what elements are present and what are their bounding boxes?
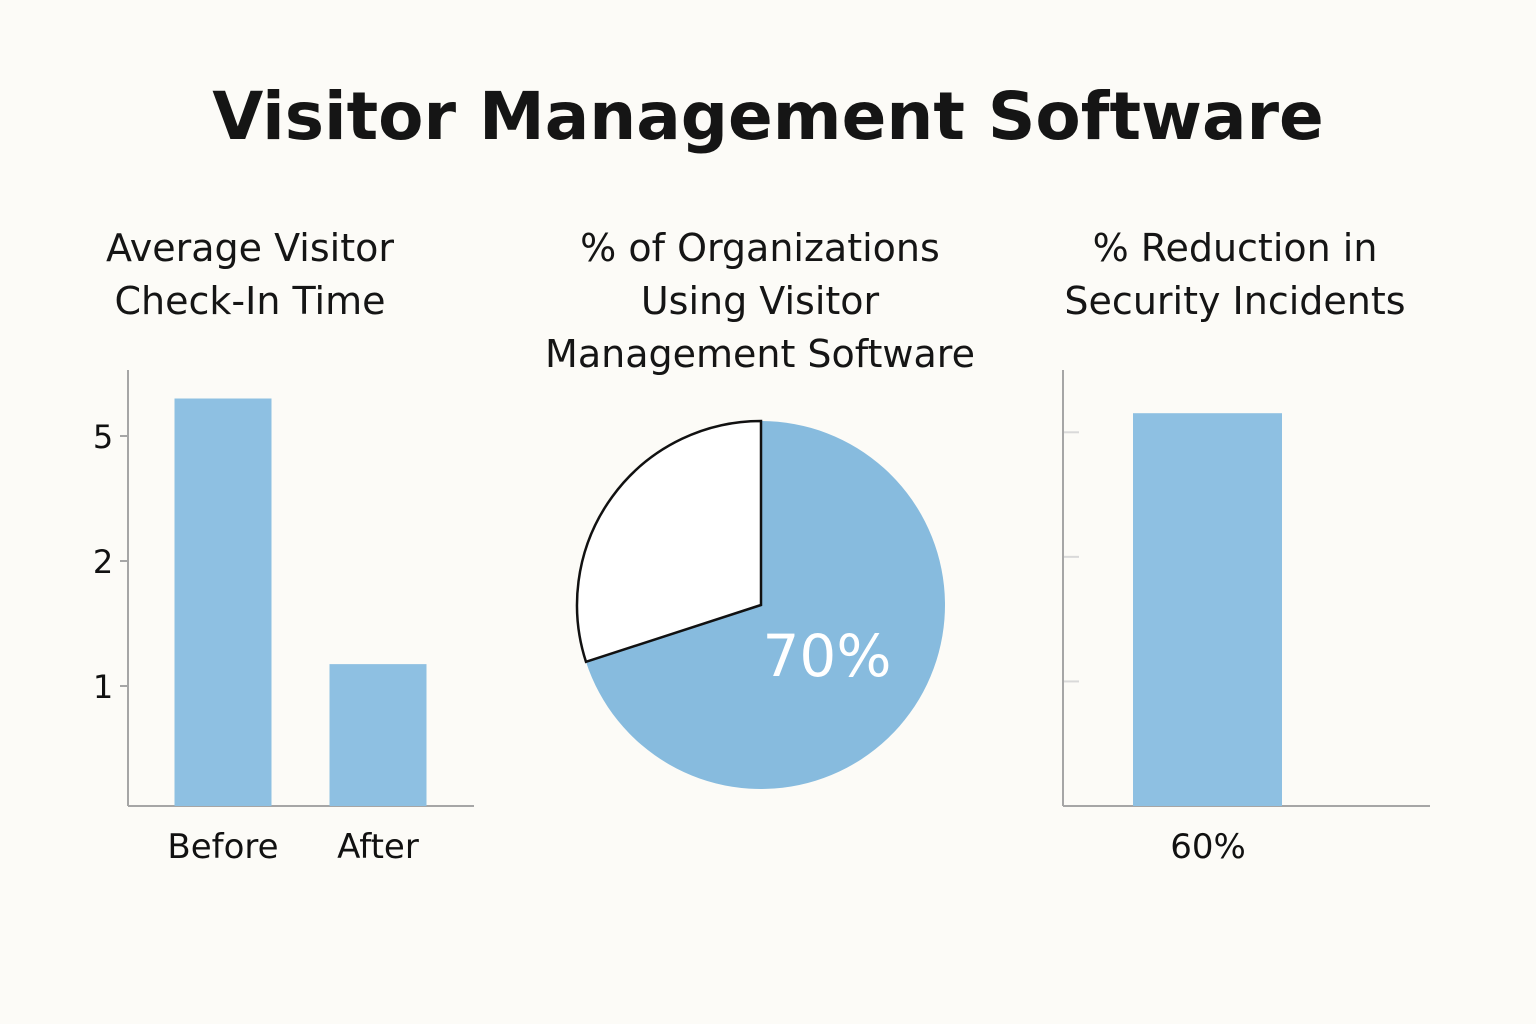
bar-before <box>174 398 272 806</box>
checkin-chart-title-line: Check-In Time <box>114 279 386 323</box>
checkin-chart-title: Average Visitor Check-In Time <box>40 222 460 328</box>
bar-reduction <box>1133 413 1282 806</box>
y-tick-label: 5 <box>93 418 113 456</box>
x-tick-label: After <box>337 827 419 867</box>
pie-slice-using <box>586 421 945 789</box>
page-title: Visitor Management Software <box>212 78 1324 155</box>
pie-slice-not-using <box>575 419 763 664</box>
incident-chart-title: % Reduction in Security Incidents <box>1020 222 1450 328</box>
adoption-chart-title: % of Organizations Using Visitor Managem… <box>520 222 1000 381</box>
y-tick-label: 2 <box>93 543 113 581</box>
checkin-chart-title-line: Average Visitor <box>106 226 394 270</box>
pie-slice-label: 70% <box>763 622 892 690</box>
incident-chart-title-line: % Reduction in <box>1092 226 1378 270</box>
bar-after <box>329 664 427 806</box>
incident-chart-title-line: Security Incidents <box>1064 279 1406 323</box>
x-tick-label: Before <box>167 827 278 867</box>
adoption-chart-title-line: % of Organizations <box>580 226 940 270</box>
adoption-chart-title-line: Using Visitor <box>640 279 880 323</box>
x-tick-label: 60% <box>1170 827 1246 867</box>
y-tick-label: 1 <box>93 668 113 706</box>
adoption-chart-title-line: Management Software <box>545 332 975 376</box>
